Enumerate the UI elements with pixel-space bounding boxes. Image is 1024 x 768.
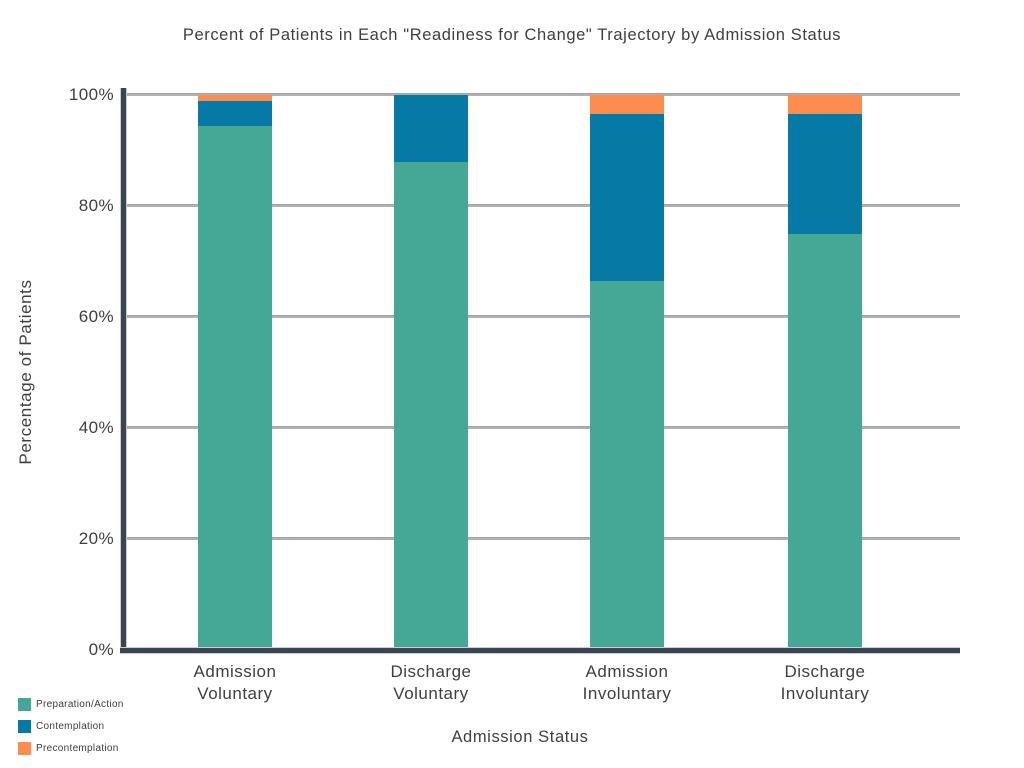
legend-swatch-icon: [18, 719, 31, 733]
bar-segment-precontemplation: [590, 95, 664, 115]
legend-item-preparation-action: Preparation/Action: [18, 693, 124, 715]
chart-title: Percent of Patients in Each "Readiness f…: [182, 26, 842, 44]
gridline-20%: [127, 537, 960, 540]
y-tick-label-40%: 40%: [78, 418, 114, 437]
legend-label: Contemplation: [36, 720, 105, 732]
stacked-bar-discharge-voluntary: [394, 95, 468, 650]
bar-segment-preparation-action: [788, 233, 862, 650]
legend-label: Precontemplation: [36, 742, 119, 754]
gridline-60%: [127, 315, 960, 318]
bar-segment-contemplation: [394, 95, 468, 162]
y-tick-label-100%: 100%: [68, 85, 114, 104]
legend: Preparation/Action Contemplation Precontem…: [18, 693, 124, 759]
stacked-bar-discharge-involuntary: [788, 95, 862, 650]
stacked-bar-admission-involuntary: [590, 95, 664, 650]
gridline-100%: [127, 93, 960, 96]
bar-segment-precontemplation: [198, 95, 272, 101]
bar-segment-precontemplation: [788, 95, 862, 115]
gridline-40%: [127, 426, 960, 429]
legend-swatch-icon: [18, 741, 31, 755]
legend-item-precontemplation: Precontemplation: [18, 737, 124, 759]
stacked-bar-admission-voluntary: [198, 95, 272, 650]
legend-item-contemplation: Contemplation: [18, 715, 124, 737]
bar-segment-preparation-action: [394, 161, 468, 650]
y-axis-line: [120, 88, 127, 654]
x-axis-line: [120, 647, 960, 654]
x-tick-label-admission-voluntary: Admission Voluntary: [193, 662, 277, 703]
x-axis-title: Admission Status: [451, 728, 589, 746]
x-tick-label-admission-involuntary: Admission Involuntary: [582, 662, 672, 703]
bar-segment-contemplation: [788, 114, 862, 234]
x-tick-label-discharge-involuntary: Discharge Involuntary: [780, 662, 870, 703]
x-tick-label-discharge-voluntary: Discharge Voluntary: [390, 662, 472, 703]
bar-segment-preparation-action: [198, 125, 272, 650]
y-tick-label-20%: 20%: [78, 529, 114, 548]
gridline-80%: [127, 204, 960, 207]
y-tick-label-60%: 60%: [78, 307, 114, 326]
bar-segment-preparation-action: [590, 280, 664, 650]
legend-swatch-icon: [18, 697, 31, 711]
y-tick-label-80%: 80%: [78, 196, 114, 215]
bar-segment-contemplation: [590, 114, 664, 281]
y-tick-label-0%: 0%: [88, 640, 114, 659]
legend-label: Preparation/Action: [36, 698, 124, 710]
bar-segment-contemplation: [198, 100, 272, 126]
